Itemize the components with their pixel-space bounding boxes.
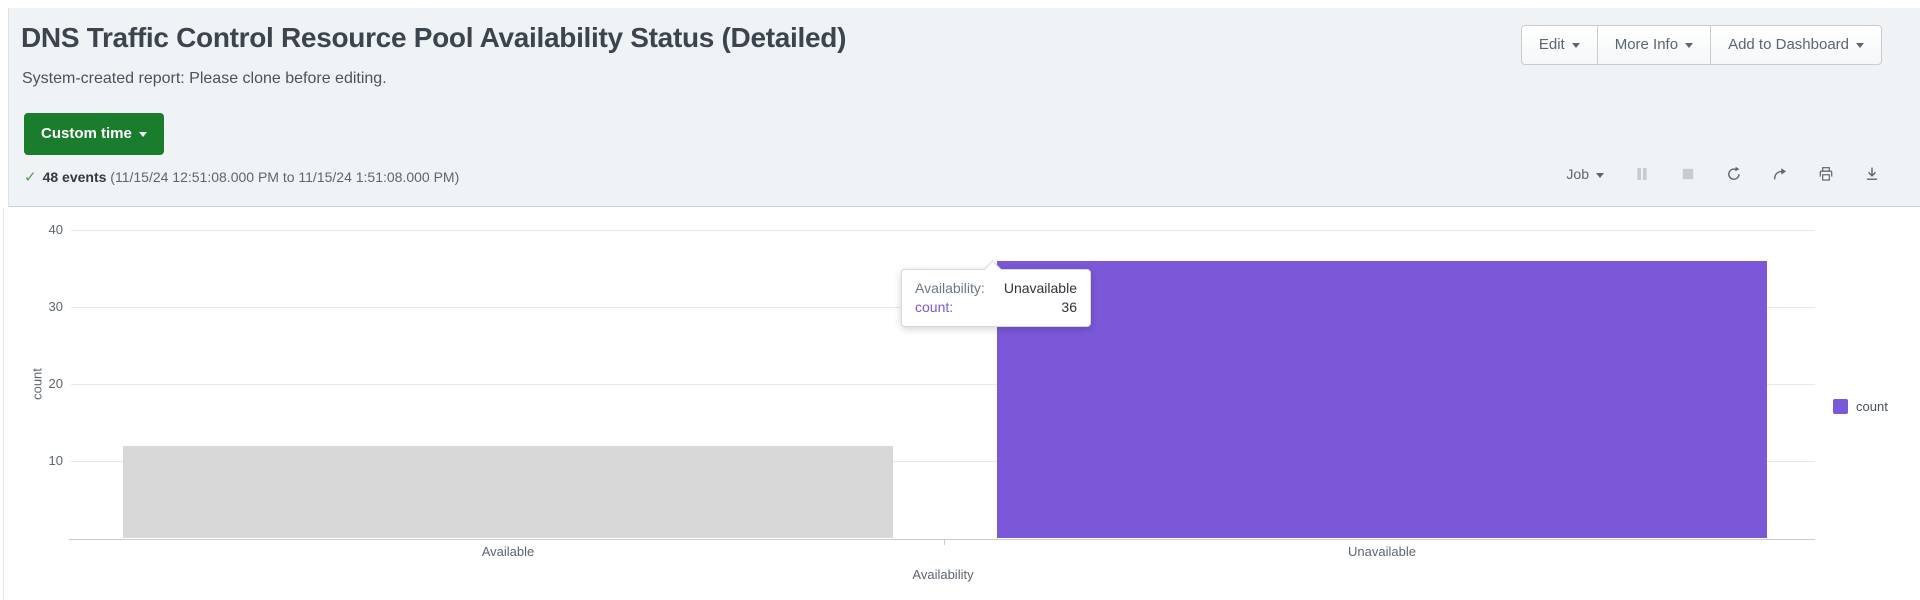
gridline-10 [71,461,1815,462]
tooltip-count-label: count: [915,299,954,315]
tooltip-field-value: Unavailable [1003,280,1077,296]
x-axis-title: Availability [912,567,974,582]
share-icon[interactable] [1772,166,1788,182]
legend-item-count[interactable]: count [1833,399,1888,414]
bar-available[interactable] [123,446,893,538]
report-header: DNS Traffic Control Resource Pool Availa… [8,8,1920,207]
y-tick-20: 20 [48,376,63,391]
legend-swatch [1833,399,1848,414]
edit-button[interactable]: Edit [1520,25,1598,65]
reload-icon[interactable] [1726,166,1742,182]
stop-icon[interactable] [1680,166,1696,182]
x-axis-line [69,539,1815,540]
report-actions: Edit More Info Add to Dashboard [1520,25,1882,65]
y-tick-40: 40 [48,222,63,237]
legend-label: count [1856,399,1888,414]
job-status: ✓ 48 events (11/15/24 12:51:08.000 PM to … [24,168,459,186]
gridline-20 [71,384,1815,385]
chevron-down-icon [1856,42,1864,48]
chevron-down-icon [1596,172,1604,178]
job-menu-button[interactable]: Job [1566,166,1604,182]
chart-tooltip: Availability: Unavailable count: 36 [901,269,1091,327]
y-axis-title: count [29,368,45,400]
gridline-40 [71,230,1815,231]
tooltip-field-label: Availability: [915,280,985,296]
event-count: 48 events [42,169,107,185]
event-time-range: (11/15/24 12:51:08.000 PM to 11/15/24 1:… [110,169,460,185]
tooltip-row: Availability: Unavailable [915,279,1077,298]
pause-icon[interactable] [1634,166,1650,182]
download-icon[interactable] [1864,166,1880,182]
time-range-picker-button[interactable]: Custom time [24,113,164,155]
page-title: DNS Traffic Control Resource Pool Availa… [21,22,847,53]
job-controls: Job [1566,166,1880,182]
checkmark-icon: ✓ [24,169,37,186]
chevron-down-icon [1571,42,1580,48]
page-subtitle: System-created report: Please clone befo… [22,70,387,87]
chevron-down-icon [138,131,147,137]
tooltip-row: count: 36 [915,298,1077,317]
x-label-available: Available [481,544,535,559]
x-axis-tick [944,539,945,545]
y-tick-30: 30 [48,299,63,314]
tooltip-count-value: 36 [1061,299,1077,315]
add-to-dashboard-button[interactable]: Add to Dashboard [1710,25,1882,65]
more-info-button[interactable]: More Info [1596,25,1712,65]
bar-unavailable[interactable] [997,261,1767,538]
chart-panel: 40 30 20 10 count Available Unavailable … [3,208,1920,600]
chevron-down-icon [1685,42,1694,48]
x-label-unavailable: Unavailable [1348,544,1416,559]
print-icon[interactable] [1818,166,1834,182]
y-tick-10: 10 [48,453,63,468]
